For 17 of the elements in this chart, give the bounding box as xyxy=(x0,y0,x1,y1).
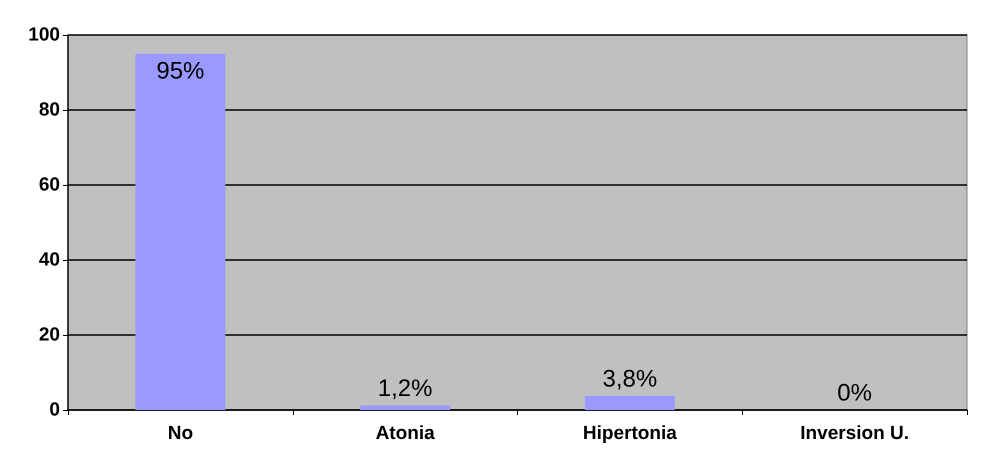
y-tick-label: 20 xyxy=(38,324,60,346)
y-tick-label: 100 xyxy=(28,24,60,46)
y-tick-label: 0 xyxy=(49,400,60,420)
bar xyxy=(584,396,675,410)
y-tick-label: 60 xyxy=(38,174,60,196)
bar xyxy=(360,406,450,410)
y-tick-label: 80 xyxy=(38,100,60,120)
x-tick-label: Inversion U. xyxy=(800,423,909,444)
data-label: 95% xyxy=(156,57,204,84)
data-label: 0% xyxy=(837,380,872,406)
y-tick-label: 40 xyxy=(38,250,60,270)
x-tick-label: Atonia xyxy=(376,423,436,444)
data-label: 1,2% xyxy=(378,375,432,402)
bar xyxy=(135,54,226,410)
data-label: 3,8% xyxy=(602,365,658,392)
x-tick-label: No xyxy=(168,423,194,444)
x-tick-label: Hipertonia xyxy=(582,423,678,444)
